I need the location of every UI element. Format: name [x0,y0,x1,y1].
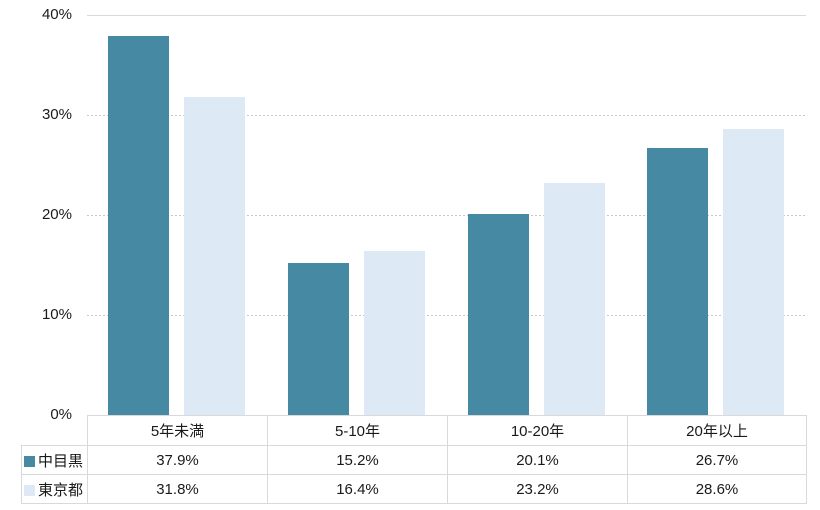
table-row-series2: 東京都 31.8% 16.4% 23.2% 28.6% [21,474,807,504]
category-label-2: 5-10年 [267,415,448,446]
value-cell-s2c1: 31.8% [87,474,268,504]
legend-label-series2: 東京都 [38,481,84,499]
category-header-row: 5年未満 5-10年 10-20年 20年以上 [22,415,807,446]
y-tick-label-40: 40% [41,6,72,23]
value-cell-s2c2: 16.4% [267,474,448,504]
value-cell-s2c4: 28.6% [627,474,807,504]
bar-series2-cat3 [544,183,605,415]
data-table: 5年未満 5-10年 10-20年 20年以上 中目黒 37.9% 15.2% … [21,415,807,504]
category-label-4: 20年以上 [627,415,807,446]
plot-area [87,15,806,415]
y-axis: 40% 30% 20% 10% 0% [0,0,72,510]
value-cell-s1c4: 26.7% [627,445,807,475]
bar-series2-cat2 [364,251,425,415]
bar-series1-cat2 [288,263,349,415]
y-tick-label-10: 10% [41,306,72,323]
table-corner-empty [22,416,88,446]
legend-swatch-series1-icon [24,455,35,467]
value-cell-s1c1: 37.9% [87,445,268,475]
gridline-20pct [87,215,806,216]
bar-series2-cat1 [184,97,245,415]
gridline-10pct [87,315,806,316]
gridline-30pct [87,115,806,116]
legend-swatch-series2-icon [24,484,35,496]
gridline-40pct [87,15,806,16]
legend-cell-series2: 東京都 [21,474,88,504]
table-row-series1: 中目黒 37.9% 15.2% 20.1% 26.7% [21,445,807,475]
y-tick-label-0: 0% [50,406,72,423]
bar-series1-cat3 [468,214,529,415]
y-tick-label-30: 30% [41,106,72,123]
value-cell-s2c3: 23.2% [447,474,628,504]
bar-series1-cat4 [647,148,708,415]
bar-series2-cat4 [723,129,784,415]
bar-series1-cat1 [108,36,169,415]
value-cell-s1c2: 15.2% [267,445,448,475]
category-label-1: 5年未満 [87,415,268,446]
y-tick-label-20: 20% [41,206,72,223]
legend-label-series1: 中目黒 [38,452,84,470]
category-label-3: 10-20年 [447,415,628,446]
legend-cell-series1: 中目黒 [21,445,88,475]
value-cell-s1c3: 20.1% [447,445,628,475]
